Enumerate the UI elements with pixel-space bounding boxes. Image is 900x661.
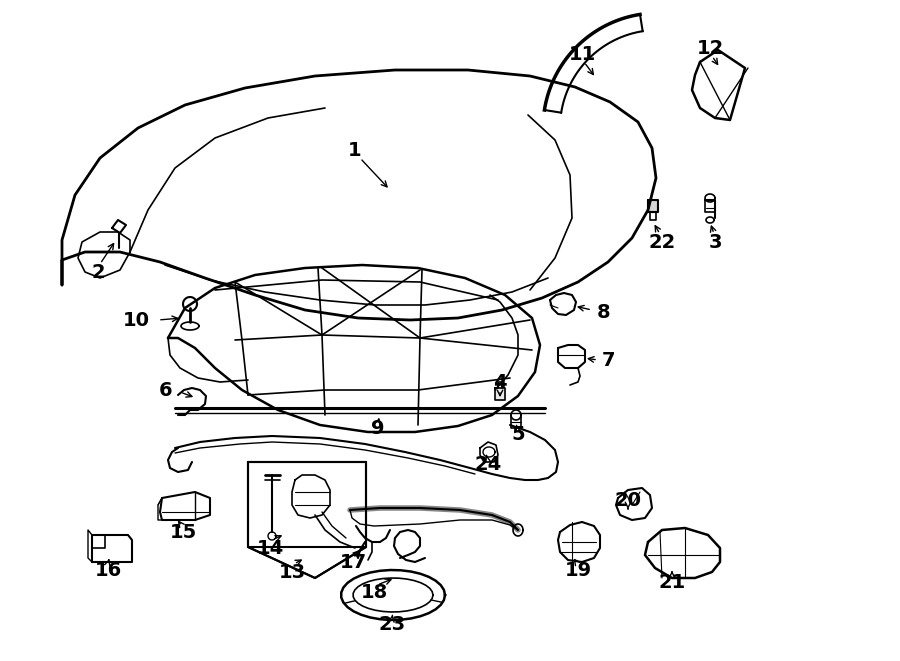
Text: 15: 15 [169, 524, 196, 543]
Text: 13: 13 [278, 563, 306, 582]
Text: 4: 4 [493, 373, 507, 391]
Text: 7: 7 [602, 350, 616, 369]
Text: 22: 22 [648, 233, 676, 251]
Text: 16: 16 [94, 561, 122, 580]
Text: 2: 2 [91, 262, 104, 282]
Text: 5: 5 [511, 426, 525, 444]
Text: 14: 14 [256, 539, 284, 557]
Text: 23: 23 [378, 615, 406, 633]
Text: 10: 10 [123, 311, 150, 329]
Text: 24: 24 [474, 455, 501, 475]
Text: 18: 18 [360, 582, 388, 602]
Text: 19: 19 [564, 561, 591, 580]
Text: 17: 17 [339, 553, 366, 572]
Text: 12: 12 [697, 38, 724, 58]
Bar [248, 462, 366, 547]
Text: 11: 11 [569, 46, 596, 65]
Text: 8: 8 [597, 303, 610, 321]
Text: 6: 6 [158, 381, 172, 399]
Text: 9: 9 [371, 418, 385, 438]
Text: 21: 21 [659, 572, 686, 592]
Text: 3: 3 [708, 233, 722, 251]
Text: 1: 1 [348, 141, 362, 159]
Text: 20: 20 [615, 490, 642, 510]
